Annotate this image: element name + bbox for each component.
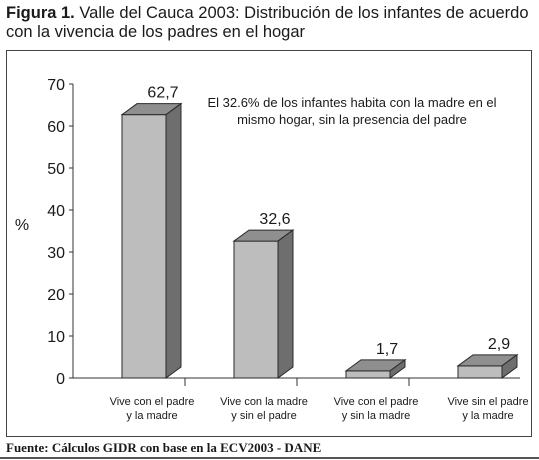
x-category-label: Vive con el padre: [334, 396, 419, 408]
y-tick-label: 30: [47, 245, 65, 262]
y-axis-label: %: [15, 217, 29, 234]
y-tick-label: 10: [47, 329, 65, 346]
bar-chart: 0 10 20 30 40 50 60 70% 62,7 Vive con el padre y l…: [15, 77, 529, 422]
source-note: Fuente: Cálculos GIDR con base en la ECV…: [6, 440, 322, 455]
y-tick-label: 60: [47, 119, 65, 136]
y-tick-label: 50: [47, 161, 65, 178]
bar: [121, 114, 167, 379]
x-category-label: y la madre: [462, 410, 513, 422]
bar-side-face: [277, 229, 294, 379]
y-tick-label: 40: [47, 203, 65, 220]
x-category-label: Vive sin el padre: [447, 396, 528, 408]
figure-title: Figura 1. Valle del Cauca 2003: Distribu…: [6, 4, 534, 42]
bar: [233, 240, 279, 379]
annotation-line: El 32.6% de los infantes habita con la m…: [207, 95, 496, 110]
x-category-label: y sin la madre: [342, 410, 410, 422]
figure-title-text: Valle del Cauca 2003: Distribución de lo…: [6, 4, 529, 41]
x-category-label: Vive con la madre: [220, 396, 308, 408]
bar-value-label: 1,7: [376, 341, 398, 358]
bar-value-label: 32,6: [259, 211, 290, 228]
annotation-line: mismo hogar, sin la presencia del padre: [237, 112, 467, 127]
bar-side-face: [501, 353, 518, 379]
figure-label: Figura 1.: [6, 4, 75, 22]
x-category-label: y sin el padre: [231, 410, 296, 422]
bar: [457, 365, 503, 379]
x-category-label: Vive con el padre: [110, 396, 195, 408]
bottom-rule: [0, 457, 539, 459]
x-category-label: y la madre: [126, 410, 177, 422]
bar: [345, 370, 391, 379]
bar-value-label: 62,7: [147, 85, 178, 102]
y-tick-label: 20: [47, 287, 65, 304]
bar-side-face: [165, 102, 182, 379]
y-tick-label: 70: [47, 77, 65, 94]
bar-value-label: 2,9: [488, 336, 510, 353]
y-tick-label: 0: [56, 371, 65, 388]
bar-side-face: [389, 358, 406, 379]
